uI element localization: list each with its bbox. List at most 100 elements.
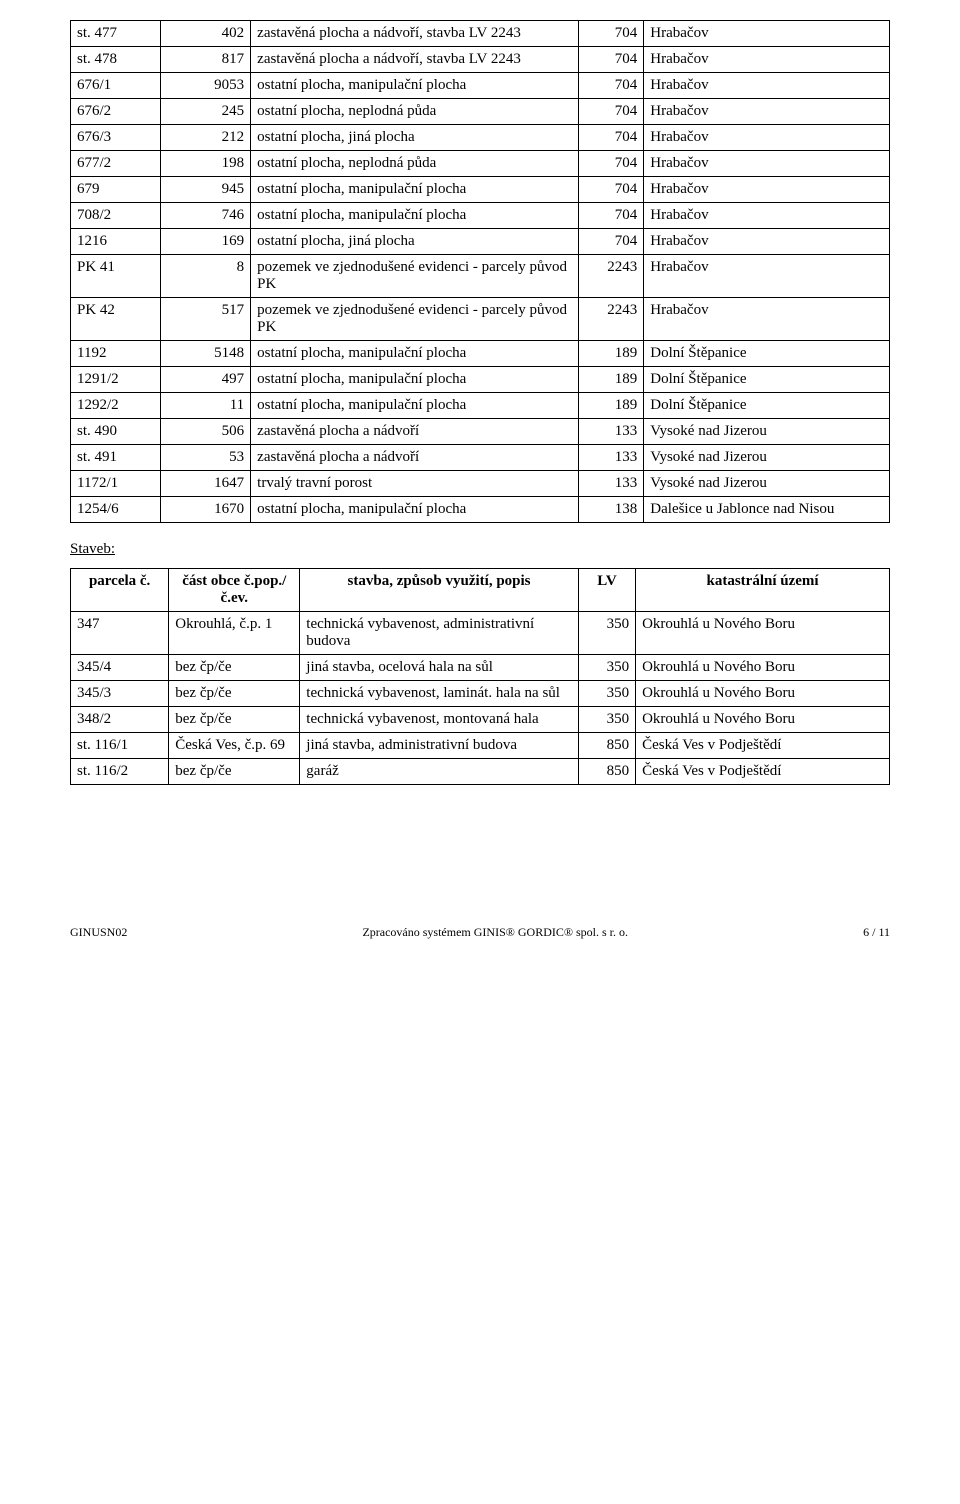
table-row: st. 477402zastavěná plocha a nádvoří, st… bbox=[71, 21, 890, 47]
table-cell: Hrabačov bbox=[644, 125, 890, 151]
table-cell: 348/2 bbox=[71, 707, 169, 733]
table-cell: 704 bbox=[578, 177, 644, 203]
table-cell: Dalešice u Jablonce nad Nisou bbox=[644, 497, 890, 523]
table-cell: 704 bbox=[578, 73, 644, 99]
table-header-cell: LV bbox=[578, 569, 635, 612]
table-cell: pozemek ve zjednodušené evidenci - parce… bbox=[251, 255, 579, 298]
table-cell: 850 bbox=[578, 733, 635, 759]
table-cell: Vysoké nad Jizerou bbox=[644, 445, 890, 471]
table-cell: Česká Ves v Podještědí bbox=[636, 733, 890, 759]
table-header-row: parcela č.část obce č.pop./č.ev.stavba, … bbox=[71, 569, 890, 612]
table-cell: ostatní plocha, manipulační plocha bbox=[251, 497, 579, 523]
table-cell: 704 bbox=[578, 99, 644, 125]
table-row: 676/19053ostatní plocha, manipulační plo… bbox=[71, 73, 890, 99]
table-cell: Hrabačov bbox=[644, 203, 890, 229]
table-cell: st. 491 bbox=[71, 445, 161, 471]
table-row: 1172/11647trvalý travní porost133Vysoké … bbox=[71, 471, 890, 497]
table-cell: Okrouhlá u Nového Boru bbox=[636, 681, 890, 707]
table-cell: 1216 bbox=[71, 229, 161, 255]
table-cell: 2243 bbox=[578, 255, 644, 298]
table-row: 679945ostatní plocha, manipulační plocha… bbox=[71, 177, 890, 203]
table-row: 1291/2497ostatní plocha, manipulační plo… bbox=[71, 367, 890, 393]
table-row: 676/2245ostatní plocha, neplodná půda704… bbox=[71, 99, 890, 125]
table-cell: 133 bbox=[578, 471, 644, 497]
table-cell: ostatní plocha, manipulační plocha bbox=[251, 73, 579, 99]
table-cell: zastavěná plocha a nádvoří, stavba LV 22… bbox=[251, 47, 579, 73]
table-cell: jiná stavba, ocelová hala na sůl bbox=[300, 655, 578, 681]
table-row: PK 42517pozemek ve zjednodušené evidenci… bbox=[71, 298, 890, 341]
table-cell: bez čp/če bbox=[169, 707, 300, 733]
table-cell: 945 bbox=[161, 177, 251, 203]
table-cell: 704 bbox=[578, 21, 644, 47]
table-cell: technická vybavenost, administrativní bu… bbox=[300, 612, 578, 655]
table-cell: 350 bbox=[578, 707, 635, 733]
table-cell: zastavěná plocha a nádvoří bbox=[251, 419, 579, 445]
table-cell: bez čp/če bbox=[169, 759, 300, 785]
table-row: 345/3bez čp/četechnická vybavenost, lami… bbox=[71, 681, 890, 707]
table-cell: ostatní plocha, manipulační plocha bbox=[251, 341, 579, 367]
table-cell: st. 478 bbox=[71, 47, 161, 73]
table-cell: Dolní Štěpanice bbox=[644, 393, 890, 419]
table-cell: 189 bbox=[578, 341, 644, 367]
table-row: 1254/61670ostatní plocha, manipulační pl… bbox=[71, 497, 890, 523]
table-cell: 704 bbox=[578, 151, 644, 177]
table-cell: Česká Ves, č.p. 69 bbox=[169, 733, 300, 759]
table-cell: 212 bbox=[161, 125, 251, 151]
table-cell: 1291/2 bbox=[71, 367, 161, 393]
table-cell: 2243 bbox=[578, 298, 644, 341]
table-cell: 704 bbox=[578, 47, 644, 73]
table-cell: Vysoké nad Jizerou bbox=[644, 419, 890, 445]
section-staveb: Staveb: bbox=[70, 541, 890, 558]
table-cell: Okrouhlá u Nového Boru bbox=[636, 655, 890, 681]
table-row: PK 418pozemek ve zjednodušené evidenci -… bbox=[71, 255, 890, 298]
table-cell: garáž bbox=[300, 759, 578, 785]
table-cell: Hrabačov bbox=[644, 47, 890, 73]
table-cell: 497 bbox=[161, 367, 251, 393]
table-cell: 53 bbox=[161, 445, 251, 471]
table-cell: st. 116/2 bbox=[71, 759, 169, 785]
table-cell: 708/2 bbox=[71, 203, 161, 229]
table-cell: PK 42 bbox=[71, 298, 161, 341]
table-cell: PK 41 bbox=[71, 255, 161, 298]
table-cell: 506 bbox=[161, 419, 251, 445]
table-cell: st. 477 bbox=[71, 21, 161, 47]
table-cell: 169 bbox=[161, 229, 251, 255]
table-cell: Hrabačov bbox=[644, 177, 890, 203]
parcels-table: st. 477402zastavěná plocha a nádvoří, st… bbox=[70, 20, 890, 523]
table-cell: 350 bbox=[578, 612, 635, 655]
table-row: 347Okrouhlá, č.p. 1technická vybavenost,… bbox=[71, 612, 890, 655]
table-cell: 350 bbox=[578, 681, 635, 707]
table-cell: 138 bbox=[578, 497, 644, 523]
buildings-table: parcela č.část obce č.pop./č.ev.stavba, … bbox=[70, 568, 890, 785]
table-cell: 189 bbox=[578, 367, 644, 393]
table-cell: 9053 bbox=[161, 73, 251, 99]
table-cell: ostatní plocha, manipulační plocha bbox=[251, 367, 579, 393]
table-cell: 347 bbox=[71, 612, 169, 655]
table-cell: 11 bbox=[161, 393, 251, 419]
table-cell: 189 bbox=[578, 393, 644, 419]
table-cell: 133 bbox=[578, 419, 644, 445]
table-cell: st. 116/1 bbox=[71, 733, 169, 759]
table-header-cell: část obce č.pop./č.ev. bbox=[169, 569, 300, 612]
table-cell: trvalý travní porost bbox=[251, 471, 579, 497]
table-row: st. 478817zastavěná plocha a nádvoří, st… bbox=[71, 47, 890, 73]
table-cell: 345/4 bbox=[71, 655, 169, 681]
table-row: st. 49153zastavěná plocha a nádvoří133Vy… bbox=[71, 445, 890, 471]
table-cell: bez čp/če bbox=[169, 681, 300, 707]
table-row: 677/2198ostatní plocha, neplodná půda704… bbox=[71, 151, 890, 177]
table-cell: 676/2 bbox=[71, 99, 161, 125]
table-row: 11925148ostatní plocha, manipulační ploc… bbox=[71, 341, 890, 367]
table-cell: 8 bbox=[161, 255, 251, 298]
table-row: st. 116/1Česká Ves, č.p. 69jiná stavba, … bbox=[71, 733, 890, 759]
table-cell: st. 490 bbox=[71, 419, 161, 445]
table-cell: 679 bbox=[71, 177, 161, 203]
table-cell: 1192 bbox=[71, 341, 161, 367]
page-footer: GINUSN02 Zpracováno systémem GINIS® GORD… bbox=[70, 925, 890, 940]
footer-left: GINUSN02 bbox=[70, 925, 127, 940]
table-cell: Okrouhlá u Nového Boru bbox=[636, 707, 890, 733]
table-cell: 1647 bbox=[161, 471, 251, 497]
table-cell: technická vybavenost, montovaná hala bbox=[300, 707, 578, 733]
table-cell: Hrabačov bbox=[644, 229, 890, 255]
table-cell: 850 bbox=[578, 759, 635, 785]
table-cell: 5148 bbox=[161, 341, 251, 367]
